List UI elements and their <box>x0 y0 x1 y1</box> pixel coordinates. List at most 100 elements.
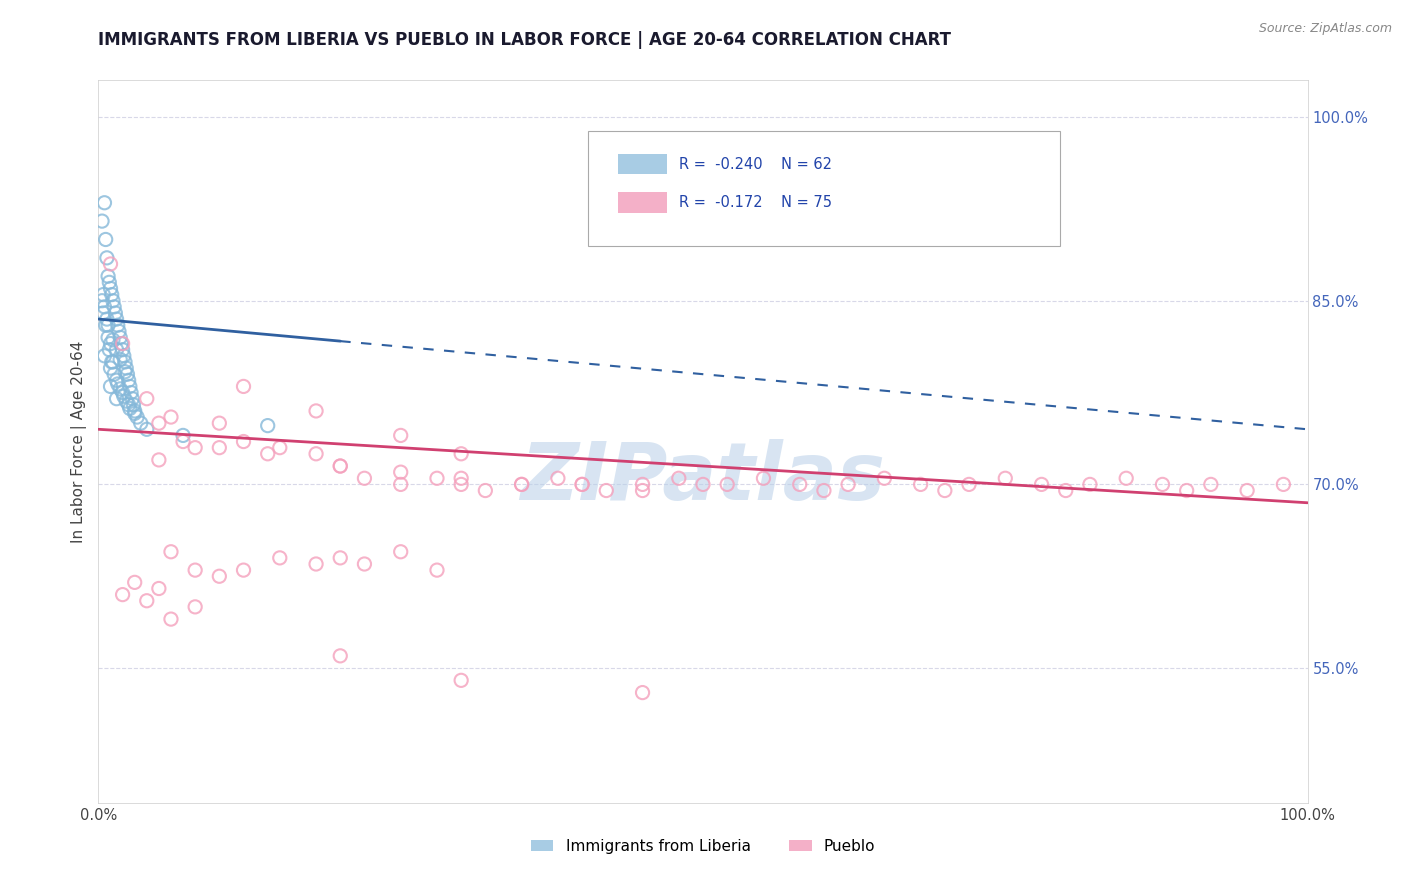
Point <box>450 471 472 485</box>
Point <box>105 373 128 387</box>
Point <box>450 447 472 461</box>
Point <box>692 477 714 491</box>
Point <box>1272 477 1295 491</box>
Point <box>595 483 617 498</box>
Bar <box>619 193 666 212</box>
Point <box>510 477 533 491</box>
Point <box>103 300 125 314</box>
Point <box>101 355 124 369</box>
Point <box>184 599 207 614</box>
Point <box>100 361 122 376</box>
Point <box>232 434 254 449</box>
Point <box>96 251 118 265</box>
Point <box>789 477 811 491</box>
Point <box>910 477 932 491</box>
Legend: Immigrants from Liberia, Pueblo: Immigrants from Liberia, Pueblo <box>524 833 882 860</box>
Point <box>269 550 291 565</box>
Point <box>148 453 170 467</box>
Point <box>97 330 120 344</box>
Point <box>934 483 956 498</box>
Point <box>329 458 352 473</box>
Point <box>98 343 121 357</box>
Point <box>837 477 859 491</box>
Point <box>101 333 124 347</box>
Point <box>389 428 412 442</box>
Point <box>450 673 472 688</box>
Point <box>305 447 328 461</box>
Point <box>91 214 114 228</box>
Y-axis label: In Labor Force | Age 20-64: In Labor Force | Age 20-64 <box>72 341 87 542</box>
Point <box>129 416 152 430</box>
Point <box>124 404 146 418</box>
Point <box>873 471 896 485</box>
Point <box>124 406 146 420</box>
Point <box>329 458 352 473</box>
Point <box>118 379 141 393</box>
Point <box>389 465 412 479</box>
Point <box>98 276 121 290</box>
Point <box>353 557 375 571</box>
Point <box>571 477 593 491</box>
Point <box>329 648 352 663</box>
Point <box>256 418 278 433</box>
Point <box>100 355 122 369</box>
Point <box>1199 477 1222 491</box>
FancyBboxPatch shape <box>588 131 1060 246</box>
Point <box>91 306 114 320</box>
Point <box>107 318 129 333</box>
Point <box>160 612 183 626</box>
Point <box>101 293 124 308</box>
Point <box>108 330 131 344</box>
Point <box>114 355 136 369</box>
Point <box>208 569 231 583</box>
Point <box>108 352 131 367</box>
Point <box>160 545 183 559</box>
Point <box>135 593 157 607</box>
Point <box>184 563 207 577</box>
Point <box>1152 477 1174 491</box>
Point <box>121 392 143 406</box>
Point <box>96 312 118 326</box>
Point <box>172 428 194 442</box>
Text: R =  -0.172    N = 75: R = -0.172 N = 75 <box>679 194 832 210</box>
Point <box>184 441 207 455</box>
Point <box>111 336 134 351</box>
Point <box>93 300 115 314</box>
Point <box>97 318 120 333</box>
Point <box>115 394 138 409</box>
Text: ZIPatlas: ZIPatlas <box>520 439 886 516</box>
Point <box>232 379 254 393</box>
Point <box>112 389 135 403</box>
Point <box>110 336 132 351</box>
Point <box>232 563 254 577</box>
Point <box>105 312 128 326</box>
Point <box>716 477 738 491</box>
Point <box>100 336 122 351</box>
Point <box>93 195 115 210</box>
Point <box>474 483 496 498</box>
Point <box>118 373 141 387</box>
Point <box>631 477 654 491</box>
Point <box>426 563 449 577</box>
Point <box>148 582 170 596</box>
Point <box>631 685 654 699</box>
Point <box>389 477 412 491</box>
Point <box>122 398 145 412</box>
Point <box>305 404 328 418</box>
Point <box>668 471 690 485</box>
Point <box>510 477 533 491</box>
Point <box>135 422 157 436</box>
Point <box>112 349 135 363</box>
Point <box>91 293 114 308</box>
Point <box>305 557 328 571</box>
Point <box>104 306 127 320</box>
Point <box>94 318 117 333</box>
Point <box>93 349 115 363</box>
Point <box>329 550 352 565</box>
Point <box>117 367 139 381</box>
Point <box>1078 477 1101 491</box>
Point <box>97 269 120 284</box>
Point <box>127 410 149 425</box>
Point <box>111 588 134 602</box>
Point <box>353 471 375 485</box>
